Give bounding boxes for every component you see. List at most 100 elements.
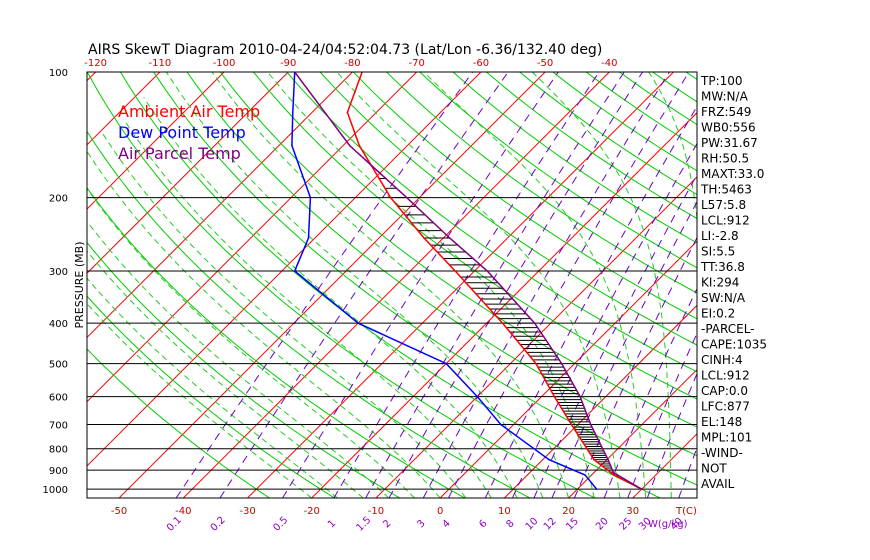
stability-index-text: RH:50.5 [701, 152, 749, 166]
mixing-ratio-line [219, 72, 509, 498]
stability-index-text: PW:31.67 [701, 136, 758, 150]
mixing-ratio-line [678, 446, 697, 498]
dry-adiabat-line [419, 72, 697, 269]
dry-adiabat-line [253, 72, 697, 400]
bottom-temp-tick-label: 30 [626, 506, 639, 517]
dry-adiabat-line [386, 72, 697, 294]
stability-index-text: FRZ:549 [701, 105, 751, 119]
moist-adiabat-line [423, 72, 647, 498]
legend-entry-ambient: Ambient Air Temp [118, 102, 260, 121]
moist-adiabat-line [336, 72, 621, 498]
mixing-ratio-line [511, 142, 697, 498]
mixing-ratio-tick-label: 1 [326, 518, 338, 530]
mixing-ratio-tick-label: 15 [564, 516, 581, 533]
mixing-ratio-line [365, 72, 625, 498]
data-point [454, 270, 457, 272]
data-point [595, 488, 598, 490]
isotherm-line [87, 72, 418, 403]
mixing-ratio-line [282, 72, 559, 498]
data-point [307, 237, 310, 239]
legend-entry-parcel: Air Parcel Temp [118, 144, 241, 163]
mixing-ratio-tick-label: 0.5 [271, 515, 290, 534]
mixing-ratio-tick-label: 2 [381, 518, 393, 530]
top-temp-tick-label: -50 [537, 58, 553, 69]
stability-index-text: EL:148 [701, 415, 742, 429]
data-point [499, 423, 502, 426]
stability-index-text: L57:5.8 [701, 198, 746, 212]
mixing-ratio-tick-label: 8 [504, 518, 516, 530]
stability-index-text: WB0:556 [701, 121, 756, 135]
stability-index-text: MPL:101 [701, 431, 752, 445]
moist-adiabat-line [123, 119, 492, 498]
data-point [589, 423, 592, 426]
moist-adiabat-line [87, 187, 415, 498]
mixing-ratio-tick-label: 10 [524, 516, 541, 533]
top-temp-tick-label: -70 [409, 58, 425, 69]
mixing-ratio-tick-label: 4 [441, 518, 453, 530]
isotherm-line [118, 72, 546, 498]
pressure-tick-label: 700 [49, 421, 68, 432]
dry-adiabat-line [519, 72, 697, 196]
stability-index-text: LFC:877 [701, 400, 750, 414]
dry-adiabat-line [652, 72, 697, 103]
bottom-temp-tick-label: -50 [111, 506, 127, 517]
data-point [291, 111, 294, 114]
moist-adiabat-line [531, 72, 672, 498]
mixing-ratio-tick-label: 0.1 [165, 515, 184, 534]
stability-index-text: NOT [701, 462, 727, 476]
pressure-tick-label: 100 [49, 68, 68, 79]
stability-index-text: LCL:912 [701, 369, 750, 383]
plot-area [87, 72, 870, 498]
plot-frame [86, 71, 698, 499]
moist-adiabat-line [87, 250, 364, 498]
stability-index-text: CAPE:1035 [701, 338, 767, 352]
data-point [357, 322, 359, 324]
dry-adiabat-line [352, 72, 697, 320]
mixing-ratio-line [388, 72, 644, 498]
top-temp-tick-label: -40 [601, 58, 617, 69]
isotherm-line [182, 72, 610, 498]
data-point [501, 322, 504, 324]
mixing-ratio-line [175, 72, 474, 498]
bottom-temp-tick-label: -20 [304, 506, 320, 517]
data-point [612, 471, 615, 474]
mixing-ratio-tick-label: 25 [618, 516, 635, 533]
bottom-temp-tick-label: -10 [368, 506, 384, 517]
stability-index-text: TT:36.8 [700, 260, 745, 274]
pressure-tick-label: 800 [49, 445, 68, 456]
isotherm-line [311, 112, 697, 498]
data-point [533, 322, 536, 324]
legend-entry-dewpoint: Dew Point Temp [118, 123, 246, 142]
bottom-temp-tick-label: 10 [498, 506, 511, 517]
mixing-ratio-tick-label: 1.5 [354, 515, 373, 534]
stability-index-text: EI:0.2 [701, 307, 735, 321]
stability-index-text: TP:100 [700, 74, 743, 88]
data-point [548, 458, 550, 461]
isotherm-line [504, 304, 697, 498]
stability-index-text: -WIND- [701, 446, 743, 460]
dry-adiabat-line [87, 72, 596, 498]
isotherm-line [825, 72, 870, 498]
stability-index-text: -PARCEL- [701, 322, 755, 336]
bottom-temp-tick-label: 0 [437, 506, 443, 517]
mixing-ratio-tick-label: 20 [594, 516, 611, 533]
moist-adiabat-line [165, 72, 544, 498]
top-temp-tick-label: -60 [473, 58, 489, 69]
data-point [584, 474, 586, 476]
data-point [607, 458, 609, 461]
isotherm-line [87, 72, 161, 146]
isotherm-line [247, 72, 674, 498]
data-point [486, 270, 489, 272]
top-temp-tick-label: -120 [84, 58, 107, 69]
data-point [324, 111, 326, 114]
pressure-tick-label: 300 [49, 267, 68, 278]
stability-index-text: CAP:0.0 [701, 384, 748, 398]
pressure-tick-label: 400 [49, 319, 68, 330]
dry-adiabat-line [120, 72, 661, 498]
top-temp-tick-label: -90 [280, 58, 296, 69]
data-point [293, 270, 296, 272]
dry-adiabat-line [87, 295, 335, 498]
moist-adiabat-line [101, 132, 467, 498]
data-point [445, 362, 447, 365]
isotherm-line [87, 72, 353, 339]
